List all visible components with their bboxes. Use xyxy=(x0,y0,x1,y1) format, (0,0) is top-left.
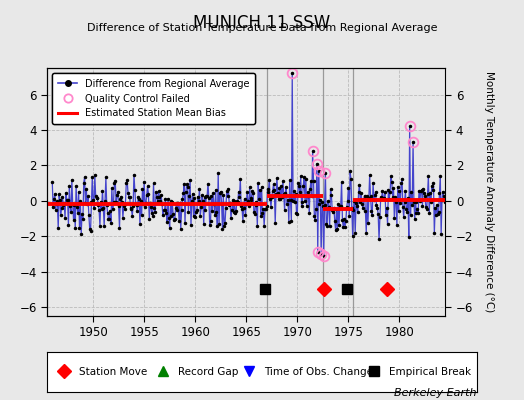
Text: Difference of Station Temperature Data from Regional Average: Difference of Station Temperature Data f… xyxy=(87,23,437,33)
Text: Berkeley Earth: Berkeley Earth xyxy=(395,388,477,398)
Y-axis label: Monthly Temperature Anomaly Difference (°C): Monthly Temperature Anomaly Difference (… xyxy=(484,71,494,313)
Text: MUNICH 11 SSW: MUNICH 11 SSW xyxy=(193,14,331,32)
Text: Empirical Break: Empirical Break xyxy=(389,367,471,377)
Text: Time of Obs. Change: Time of Obs. Change xyxy=(264,367,373,377)
Legend: Difference from Regional Average, Quality Control Failed, Estimated Station Mean: Difference from Regional Average, Qualit… xyxy=(52,73,255,124)
Text: Record Gap: Record Gap xyxy=(178,367,238,377)
Text: Station Move: Station Move xyxy=(80,367,148,377)
